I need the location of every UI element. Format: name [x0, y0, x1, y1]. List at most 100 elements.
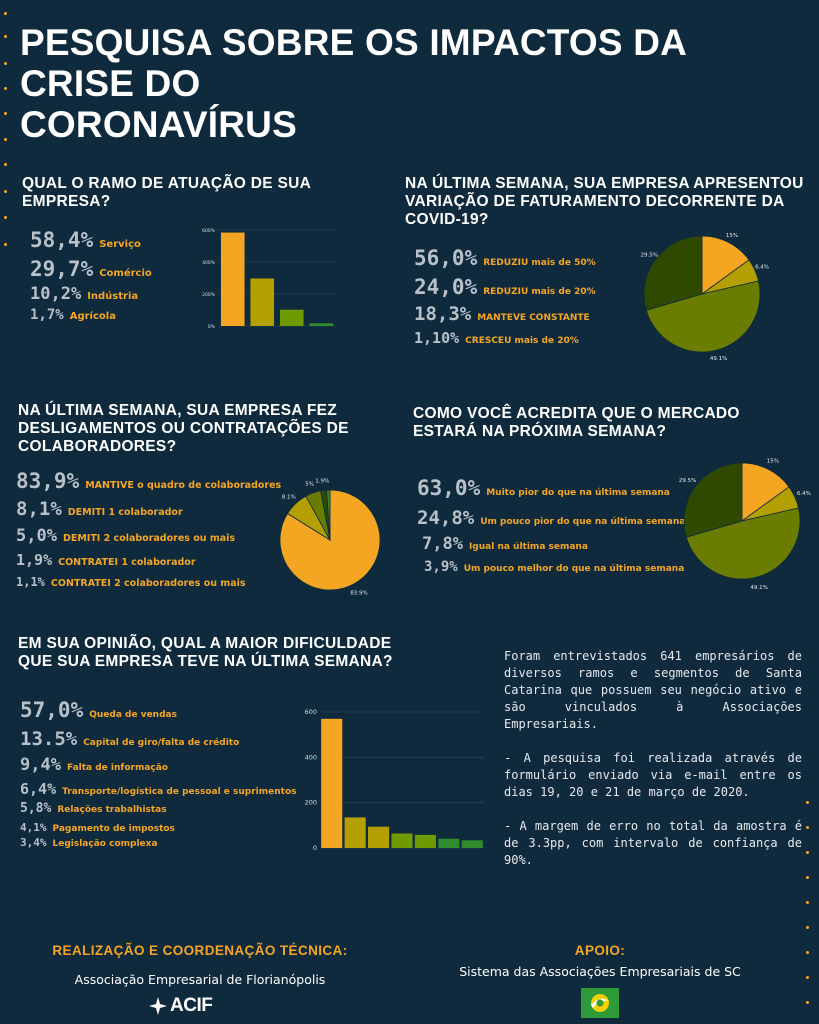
q2-pie-chart: 15% 6.4% 49.1% 29.5% [640, 233, 769, 362]
y-tick-label: 600 [305, 708, 317, 716]
y-tick-label: 200% [202, 292, 216, 298]
footer-left-heading: REALIZAÇÃO E COORDENAÇÃO TÉCNICA: [52, 943, 348, 958]
q4-item-label: Um pouco melhor do que na última semana [463, 564, 685, 574]
q5-item: 57,0% Queda de vendas [20, 698, 177, 722]
q1-item: 1,7% Agrícola [30, 307, 116, 323]
q3-item-value: 1,1% [16, 575, 45, 589]
dot [4, 216, 7, 219]
q2-title: NA ÚLTIMA SEMANA, SUA EMPRESA APRESENTOU… [405, 175, 805, 229]
footer-right-heading: APOIO: [574, 943, 626, 958]
q3-item: 5,0% DEMITI 2 colaboradores ou mais [16, 526, 235, 546]
q5-item-value: 5,8% [20, 801, 52, 816]
q5-item-value: 6,4% [20, 780, 57, 798]
q3-title-line: COLABORADORES? [18, 438, 177, 455]
q3-item-label: DEMITI 2 colaboradores ou mais [62, 533, 236, 544]
q1-title-line: QUAL O RAMO DE ATUAÇÃO DE SUA [22, 175, 312, 192]
y-tick-label: 0% [208, 324, 216, 330]
q5-item-label: Pagamento de impostos [52, 824, 175, 834]
page-title: PESQUISA SOBRE OS IMPACTOS DA CRISE DO C… [20, 22, 810, 145]
pie-data-label: 15% [726, 233, 738, 239]
q1-item-label: Serviço [99, 239, 141, 250]
title-line-2: CORONAVÍRUS [20, 104, 297, 145]
q3-title: NA ÚLTIMA SEMANA, SUA EMPRESA FEZ DESLIG… [18, 402, 378, 456]
q5-item-label: Legislação complexa [52, 839, 158, 849]
info-paragraph: - A pesquisa foi realizada através de fo… [504, 751, 802, 799]
q2-title-line: COVID-19? [405, 211, 489, 228]
q3-item: 1,9% CONTRATEI 1 colaborador [16, 551, 196, 569]
q1-item-value: 1,7% [30, 307, 64, 323]
q1-item-label: Comércio [99, 268, 152, 279]
bar [279, 309, 304, 326]
q1-bar-chart: 0% 200% 400% 600% [202, 228, 336, 330]
q5-item-label: Transporte/logística de pessoal e suprim… [62, 787, 297, 797]
q1-item-value: 29,7% [30, 257, 94, 281]
q1-title: QUAL O RAMO DE ATUAÇÃO DE SUA EMPRESA? [22, 175, 362, 211]
q4-item-value: 3,9% [424, 559, 458, 575]
dot [4, 112, 7, 115]
q3-item-label: CONTRATEI 1 colaborador [58, 557, 196, 568]
q5-title-line: QUE SUA EMPRESA TEVE NA ÚLTIMA SEMANA? [18, 653, 393, 670]
q3-title-line: DESLIGAMENTOS OU CONTRATAÇÕES DE [18, 420, 349, 437]
q4-pie-chart: 15% 6.4% 49.1% 29.5% [679, 458, 811, 590]
pie-data-label: 49.1% [710, 356, 727, 362]
pie-slice [643, 235, 703, 311]
pie-data-label: 29.5% [640, 252, 657, 258]
pie-data-label: 5% [305, 482, 314, 488]
q4-item-label: Muito pior do que na última semana [486, 488, 670, 498]
dot [806, 876, 809, 879]
q3-item-value: 8,1% [16, 498, 62, 520]
acif-logo: ACIF [148, 994, 213, 1018]
q5-item: 6,4% Transporte/logística de pessoal e s… [20, 780, 297, 798]
q2-item-label: REDUZIU mais de 50% [483, 258, 596, 268]
dot [806, 826, 809, 829]
q5-item: 3,4% Legislação complexa [20, 836, 158, 849]
q5-item-value: 3,4% [20, 836, 47, 849]
pie-data-label: 15% [767, 458, 779, 464]
survey-info: Foram entrevistados 641 empresários de d… [504, 648, 802, 886]
y-tick-label: 600% [202, 228, 216, 234]
dot [806, 851, 809, 854]
q5-item-label: Queda de vendas [89, 710, 177, 720]
acif-star-icon [149, 997, 167, 1015]
acif-logo-text: ACIF [170, 995, 213, 1016]
q5-item-label: Falta de informação [66, 763, 168, 773]
q2-item-label: MANTEVE CONSTANTE [477, 313, 590, 323]
pie-slice [741, 462, 790, 522]
q5-item-label: Relações trabalhistas [57, 805, 167, 815]
pie-slice [683, 462, 743, 538]
q2-title-line: NA ÚLTIMA SEMANA, SUA EMPRESA APRESENTOU [405, 175, 804, 192]
pie-data-label: 6.4% [755, 265, 769, 271]
q2-item-value: 1,10% [414, 329, 460, 347]
pie-data-label: 83.9% [350, 590, 367, 596]
q2-item: 18,3% MANTEVE CONSTANTE [414, 303, 590, 325]
footer-right-text: Sistema das Associações Empresariais de … [459, 964, 741, 979]
dot [806, 951, 809, 954]
title-line-1: PESQUISA SOBRE OS IMPACTOS DA CRISE DO [20, 22, 686, 104]
bar [344, 817, 366, 848]
y-tick-label: 400% [202, 260, 216, 266]
q4-item: 63,0% Muito pior do que na última semana [417, 476, 670, 500]
bar [368, 826, 390, 848]
q3-item-value: 1,9% [16, 551, 53, 569]
q3-item: 83,9% MANTIVE o quadro de colaboradores [16, 469, 281, 493]
q5-item-value: 4,1% [20, 821, 47, 834]
footer-left-text: Associação Empresarial de Florianópolis [74, 972, 326, 987]
bar [220, 232, 245, 326]
y-tick-label: 200 [305, 799, 317, 807]
pie-slice [326, 489, 331, 541]
q5-item-value: 9,4% [20, 755, 61, 775]
q4-item-value: 24,8% [417, 507, 475, 529]
q2-item-value: 18,3% [414, 303, 472, 325]
pie-data-label: 1.9% [315, 478, 329, 484]
q5-item-value: 13.5% [20, 728, 78, 750]
q2-item-value: 56,0% [414, 246, 478, 270]
pie-slice [701, 235, 750, 295]
bar [250, 278, 275, 326]
q5-title: EM SUA OPINIÃO, QUAL A MAIOR DIFICULDADE… [18, 635, 418, 671]
q3-item: 8,1% DEMITI 1 colaborador [16, 498, 183, 520]
q5-item-value: 57,0% [20, 698, 84, 722]
q4-item-label: Um pouco pior do que na última semana [480, 517, 686, 527]
q1-item: 10,2% Indústria [30, 284, 138, 304]
q5-bar-chart: 0 200 400 600 [305, 708, 484, 852]
bar [309, 323, 334, 326]
